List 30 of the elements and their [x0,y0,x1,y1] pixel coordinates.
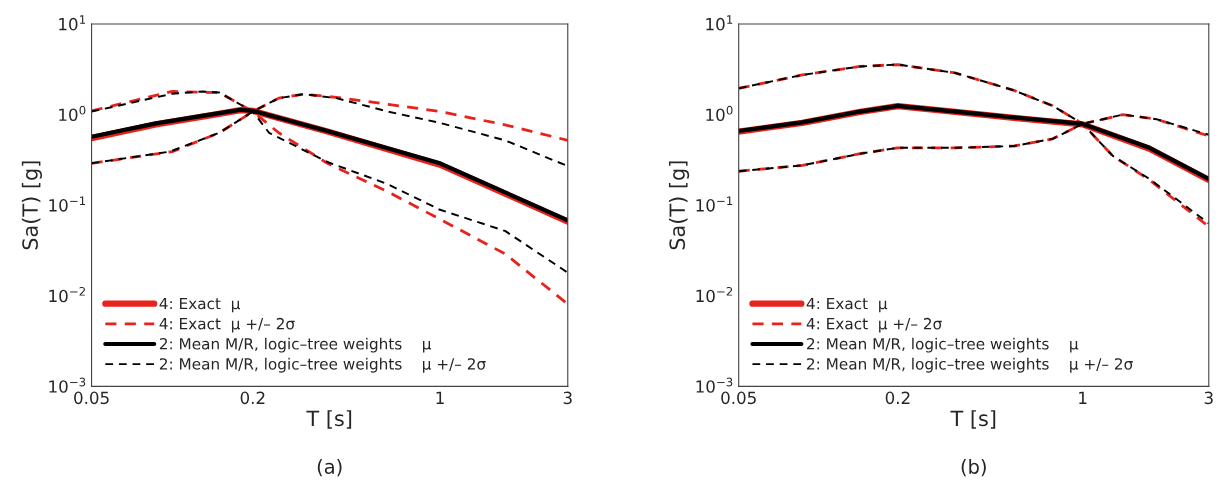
text: (a) [317,458,342,477]
x-tick-label: 3 [1204,391,1213,405]
legend-label: 2: Mean M/R, logic–tree weights μ [807,337,1079,353]
y-tick-label: 10$^{−1}$ [49,196,86,212]
y-tick-label: 10$^{−2}$ [49,286,85,303]
legend-label: 4: Exact μ [159,297,241,313]
y-axis-title: Sa(T) [g] [21,161,42,250]
x-tick-label: 3 [563,391,572,405]
y-axis-title: Sa(T) [g] [668,161,690,250]
x-tick-label: 0.05 [74,391,109,405]
y-tick-label: 10$^{1}$ [59,15,86,31]
x-tick-label: 1 [1079,391,1087,404]
x-tick-label: 0.05 [721,391,756,405]
text: (b) [961,458,986,477]
legend-label: 2: Mean M/R, logic–tree weights μ +/– 2σ [807,357,1133,373]
x-tick-label: 0.2 [885,391,910,405]
y-tick-label: 10$^{−1}$ [696,196,733,212]
legend-label: 2: Mean M/R, logic–tree weights μ [159,337,432,353]
x-tick-label: 0.2 [240,391,265,405]
y-tick-label: 10$^{0}$ [59,105,86,122]
legend-label: 4: Exact μ +/– 2σ [806,317,942,333]
x-axis-title: T [s] [306,410,352,429]
y-tick-label: 10$^{1}$ [706,15,733,31]
legend-label: 4: Exact μ [806,297,888,313]
legend-label: 2: Mean M/R, logic–tree weights μ +/– 2σ [159,357,486,373]
y-tick-label: 10$^{0}$ [706,105,733,122]
x-tick-label: 1 [436,391,444,404]
y-tick-label: 10$^{−2}$ [696,286,733,303]
legend-label: 4: Exact μ +/– 2σ [159,317,295,333]
x-axis-title: T [s] [950,410,996,429]
